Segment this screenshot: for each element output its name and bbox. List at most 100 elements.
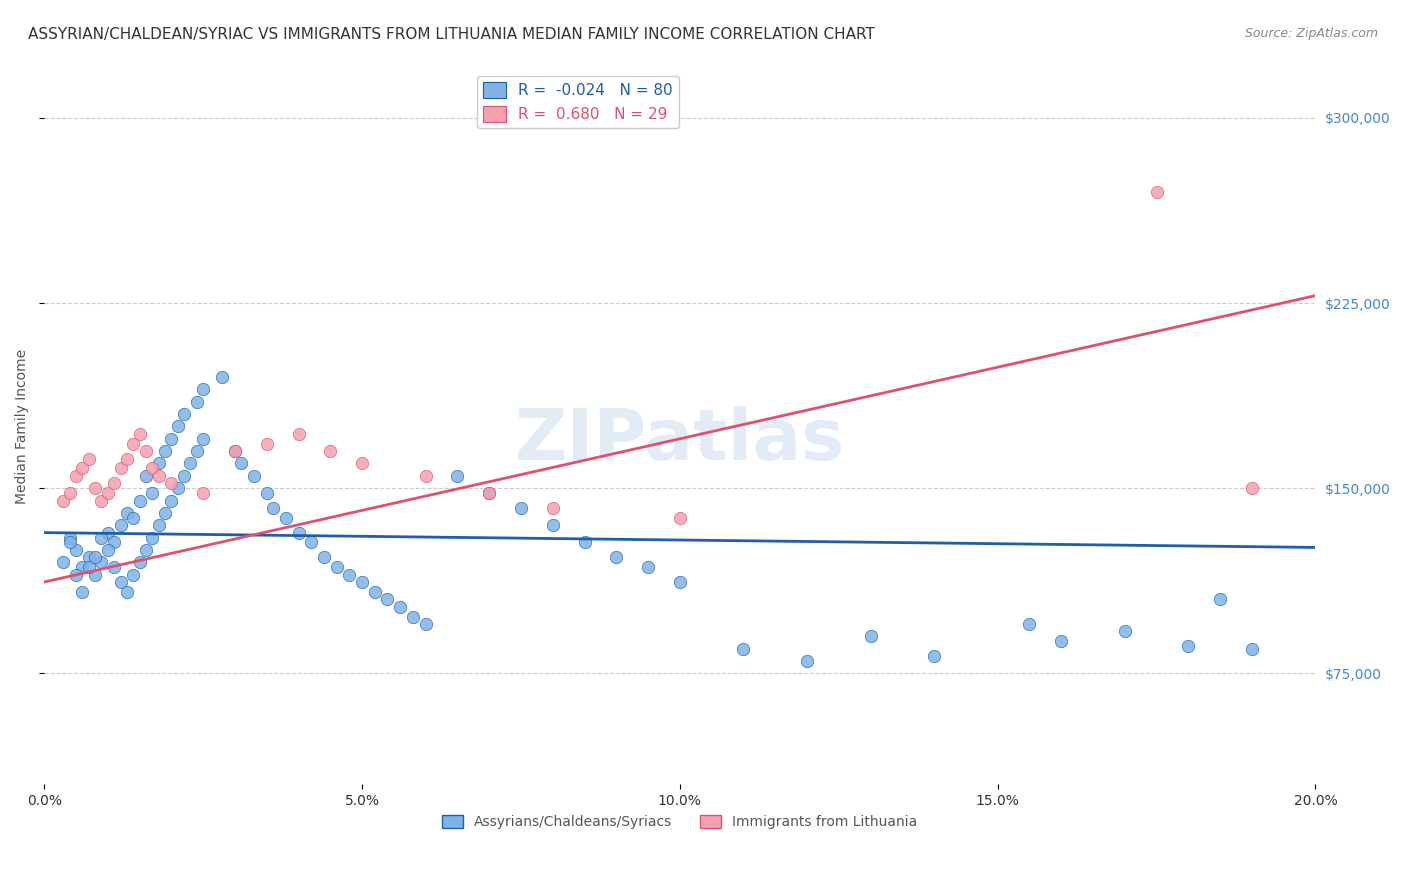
- Point: [478, 486, 501, 500]
- Point: [211, 370, 233, 384]
- Point: [115, 585, 138, 599]
- Point: [103, 560, 125, 574]
- Point: [135, 468, 157, 483]
- Point: [148, 518, 170, 533]
- Point: [52, 493, 75, 508]
- Point: [287, 525, 309, 540]
- Legend: Assyrians/Chaldeans/Syriacs, Immigrants from Lithuania: Assyrians/Chaldeans/Syriacs, Immigrants …: [437, 810, 922, 835]
- Point: [193, 383, 215, 397]
- Point: [128, 493, 150, 508]
- Point: [115, 451, 138, 466]
- Point: [135, 444, 157, 458]
- Point: [84, 481, 107, 495]
- Point: [160, 476, 183, 491]
- Point: [224, 444, 246, 458]
- Point: [59, 531, 82, 545]
- Point: [160, 432, 183, 446]
- Point: [65, 468, 87, 483]
- Point: [669, 574, 692, 589]
- Point: [65, 542, 87, 557]
- Point: [72, 560, 94, 574]
- Point: [415, 616, 437, 631]
- Point: [179, 457, 201, 471]
- Point: [1240, 641, 1263, 656]
- Point: [186, 444, 208, 458]
- Point: [148, 457, 170, 471]
- Point: [1050, 634, 1073, 648]
- Point: [103, 535, 125, 549]
- Point: [1177, 639, 1199, 653]
- Point: [166, 481, 188, 495]
- Point: [90, 531, 112, 545]
- Point: [122, 567, 145, 582]
- Point: [141, 461, 163, 475]
- Point: [97, 486, 120, 500]
- Point: [922, 648, 945, 663]
- Point: [122, 510, 145, 524]
- Point: [77, 550, 100, 565]
- Point: [186, 394, 208, 409]
- Point: [478, 486, 501, 500]
- Point: [510, 500, 533, 515]
- Point: [274, 510, 297, 524]
- Point: [153, 506, 176, 520]
- Point: [262, 500, 284, 515]
- Point: [287, 426, 309, 441]
- Point: [446, 468, 468, 483]
- Point: [352, 574, 374, 589]
- Point: [103, 476, 125, 491]
- Point: [110, 574, 132, 589]
- Point: [153, 444, 176, 458]
- Point: [337, 567, 360, 582]
- Point: [59, 535, 82, 549]
- Point: [1018, 616, 1040, 631]
- Point: [1209, 592, 1232, 607]
- Point: [160, 493, 183, 508]
- Point: [231, 457, 253, 471]
- Point: [377, 592, 399, 607]
- Point: [128, 555, 150, 569]
- Point: [110, 518, 132, 533]
- Point: [72, 461, 94, 475]
- Point: [312, 550, 335, 565]
- Point: [90, 555, 112, 569]
- Text: ZIPatlas: ZIPatlas: [515, 406, 845, 475]
- Point: [637, 560, 659, 574]
- Point: [415, 468, 437, 483]
- Point: [72, 585, 94, 599]
- Point: [1114, 624, 1136, 639]
- Point: [52, 555, 75, 569]
- Point: [110, 461, 132, 475]
- Y-axis label: Median Family Income: Median Family Income: [15, 349, 30, 504]
- Point: [148, 468, 170, 483]
- Point: [97, 542, 120, 557]
- Point: [256, 436, 278, 450]
- Point: [1240, 481, 1263, 495]
- Point: [402, 609, 425, 624]
- Point: [173, 468, 195, 483]
- Point: [224, 444, 246, 458]
- Point: [141, 486, 163, 500]
- Point: [59, 486, 82, 500]
- Point: [90, 493, 112, 508]
- Point: [77, 560, 100, 574]
- Point: [1146, 185, 1168, 199]
- Point: [84, 550, 107, 565]
- Point: [97, 525, 120, 540]
- Text: ASSYRIAN/CHALDEAN/SYRIAC VS IMMIGRANTS FROM LITHUANIA MEDIAN FAMILY INCOME CORRE: ASSYRIAN/CHALDEAN/SYRIAC VS IMMIGRANTS F…: [28, 27, 875, 42]
- Point: [541, 500, 564, 515]
- Point: [669, 510, 692, 524]
- Point: [166, 419, 188, 434]
- Point: [77, 451, 100, 466]
- Point: [352, 457, 374, 471]
- Point: [128, 426, 150, 441]
- Point: [364, 585, 387, 599]
- Text: Source: ZipAtlas.com: Source: ZipAtlas.com: [1244, 27, 1378, 40]
- Point: [574, 535, 596, 549]
- Point: [256, 486, 278, 500]
- Point: [389, 599, 412, 614]
- Point: [115, 506, 138, 520]
- Point: [173, 407, 195, 421]
- Point: [299, 535, 322, 549]
- Point: [135, 542, 157, 557]
